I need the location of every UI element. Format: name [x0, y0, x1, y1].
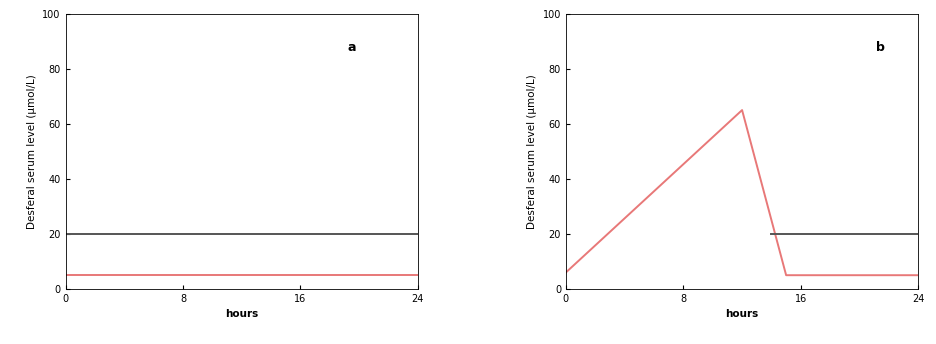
Text: a: a	[347, 41, 356, 54]
Y-axis label: Desferal serum level (μmol/L): Desferal serum level (μmol/L)	[27, 74, 37, 229]
X-axis label: hours: hours	[724, 309, 758, 319]
Text: b: b	[875, 41, 884, 54]
X-axis label: hours: hours	[225, 309, 258, 319]
Y-axis label: Desferal serum level (μmol/L): Desferal serum level (μmol/L)	[527, 74, 536, 229]
